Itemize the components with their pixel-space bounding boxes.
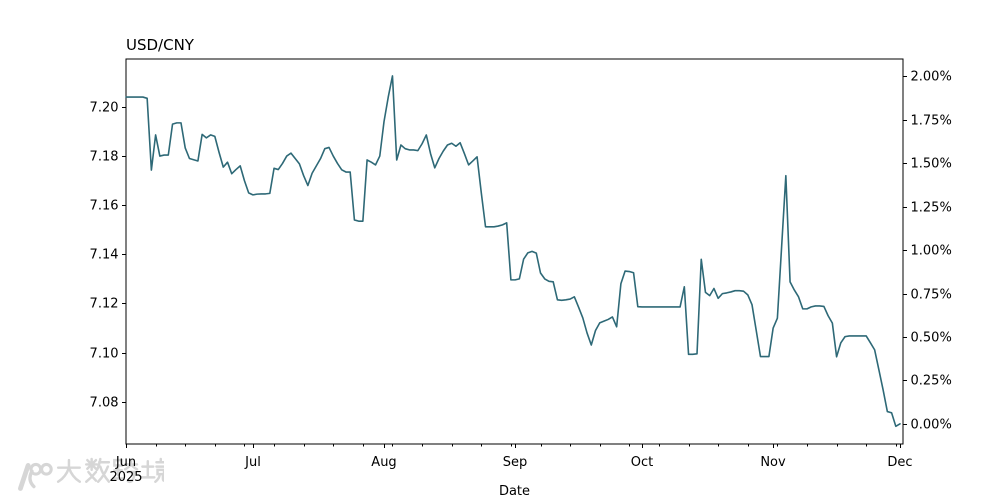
x-tick-label: Sep — [503, 455, 528, 470]
y-tick-label-left: 7.18 — [90, 150, 119, 165]
y-tick-label-right: 0.50% — [911, 331, 952, 346]
x-tick-label: Jul — [244, 455, 261, 470]
watermark-char — [56, 458, 82, 483]
y-tick-label-left: 7.12 — [90, 297, 119, 312]
x-tick-label: Dec — [887, 455, 912, 470]
y-tick-label-right: 0.00% — [911, 418, 952, 433]
y-tick-label-left: 7.10 — [90, 347, 119, 362]
watermark-char — [140, 457, 164, 483]
chart-title: USD/CNY — [126, 36, 194, 54]
watermark-logo — [18, 462, 53, 491]
y-tick-label-right: 1.00% — [911, 244, 952, 259]
y-tick-label-right: 1.75% — [911, 114, 952, 129]
y-tick-label-right: 0.75% — [911, 288, 952, 303]
y-tick-label-right: 1.25% — [911, 201, 952, 216]
x-tick-label: Jun — [115, 455, 136, 470]
x-tick-label: Nov — [760, 455, 786, 470]
watermark-char — [111, 458, 139, 484]
y-tick-label-right: 2.00% — [911, 70, 952, 85]
watermark — [6, 456, 164, 496]
y-tick-label-left: 7.14 — [90, 248, 119, 263]
price-line — [125, 75, 901, 428]
x-tick-sublabel: 2025 — [109, 470, 142, 485]
plot-border — [125, 58, 904, 445]
x-tick-label: Oct — [631, 455, 653, 470]
y-tick-label-left: 7.08 — [90, 396, 119, 411]
watermark-char — [84, 457, 111, 483]
y-tick-label-right: 1.50% — [911, 157, 952, 172]
watermark-text — [56, 457, 164, 484]
y-tick-label-left: 7.20 — [90, 101, 119, 116]
x-axis-label: Date — [498, 484, 531, 499]
x-tick-label: Aug — [371, 455, 396, 470]
y-tick-label-right: 0.25% — [911, 374, 952, 389]
y-tick-label-left: 7.16 — [90, 199, 119, 214]
